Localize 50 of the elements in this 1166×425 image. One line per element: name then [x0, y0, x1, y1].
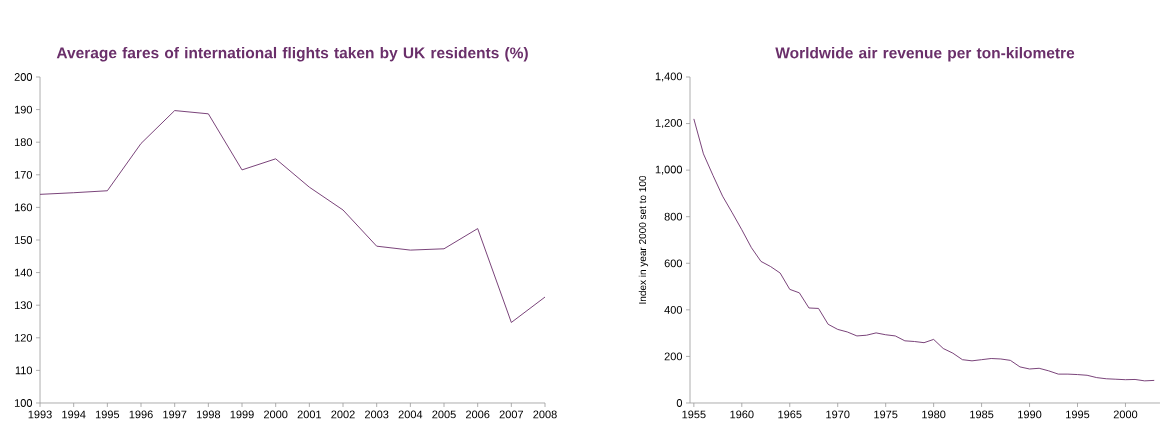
x-tick-label: 1996 — [129, 410, 153, 419]
line-series — [39, 110, 546, 323]
y-tick-label: 130 — [14, 301, 33, 310]
x-tick-label: 1997 — [163, 410, 187, 419]
line-series — [693, 118, 1155, 382]
x-tick-label: 1955 — [682, 410, 706, 419]
y-tick-label: 170 — [14, 170, 33, 179]
x-tick-label: 2002 — [331, 410, 355, 419]
x-tick-label: 2003 — [364, 410, 389, 419]
y-axis-title: Index in year 2000 set to 100 — [638, 175, 649, 304]
x-tick-label: 1975 — [874, 410, 898, 419]
y-tick-label: 1,400 — [655, 72, 683, 82]
y-tick-label: 190 — [14, 105, 33, 114]
x-tick-label: 1995 — [95, 410, 120, 419]
x-tick-label: 1990 — [1018, 410, 1042, 419]
y-tick-label: 800 — [664, 212, 683, 221]
x-tick-label: 2000 — [1113, 410, 1138, 419]
x-tick-label: 1965 — [778, 410, 802, 419]
x-tick-label: 1980 — [922, 410, 946, 419]
y-tick-label: 100 — [14, 399, 33, 407]
y-tick-label: 180 — [14, 138, 33, 147]
x-tick-label: 2004 — [398, 410, 423, 419]
x-tick-label: 2001 — [297, 410, 322, 419]
chart-title: Average fares of international flights taken by UK residents (%) — [56, 46, 528, 62]
x-tick-label: 1970 — [826, 410, 850, 419]
y-tick-label: 150 — [14, 236, 33, 244]
y-tick-label: 160 — [14, 203, 33, 212]
y-tick-label: 200 — [664, 352, 683, 361]
x-tick-label: 2000 — [264, 410, 288, 419]
x-tick-label: 1985 — [970, 410, 994, 419]
y-tick-label: 200 — [14, 73, 33, 81]
x-tick-label: 1960 — [730, 410, 754, 419]
y-tick-label: 1,000 — [655, 165, 683, 175]
x-tick-label: 1993 — [28, 410, 52, 419]
x-tick-label: 1998 — [196, 410, 221, 419]
chart-title: Worldwide air revenue per ton-kilometre — [775, 47, 1075, 62]
y-tick-label: 600 — [664, 259, 683, 268]
y-tick-label: 140 — [14, 268, 33, 277]
x-tick-label: 1999 — [230, 410, 254, 419]
y-tick-label: 0 — [676, 399, 683, 407]
x-tick-label: 2006 — [465, 410, 490, 419]
x-tick-label: 1995 — [1066, 410, 1090, 419]
x-tick-label: 2008 — [533, 410, 557, 419]
x-tick-label: 2005 — [432, 410, 456, 419]
x-tick-label: 2007 — [499, 410, 524, 419]
y-tick-label: 1,200 — [655, 119, 683, 129]
x-tick-label: 1994 — [62, 410, 86, 419]
y-tick-label: 400 — [664, 305, 683, 314]
y-tick-label: 110 — [15, 366, 33, 375]
y-tick-label: 120 — [14, 333, 33, 342]
